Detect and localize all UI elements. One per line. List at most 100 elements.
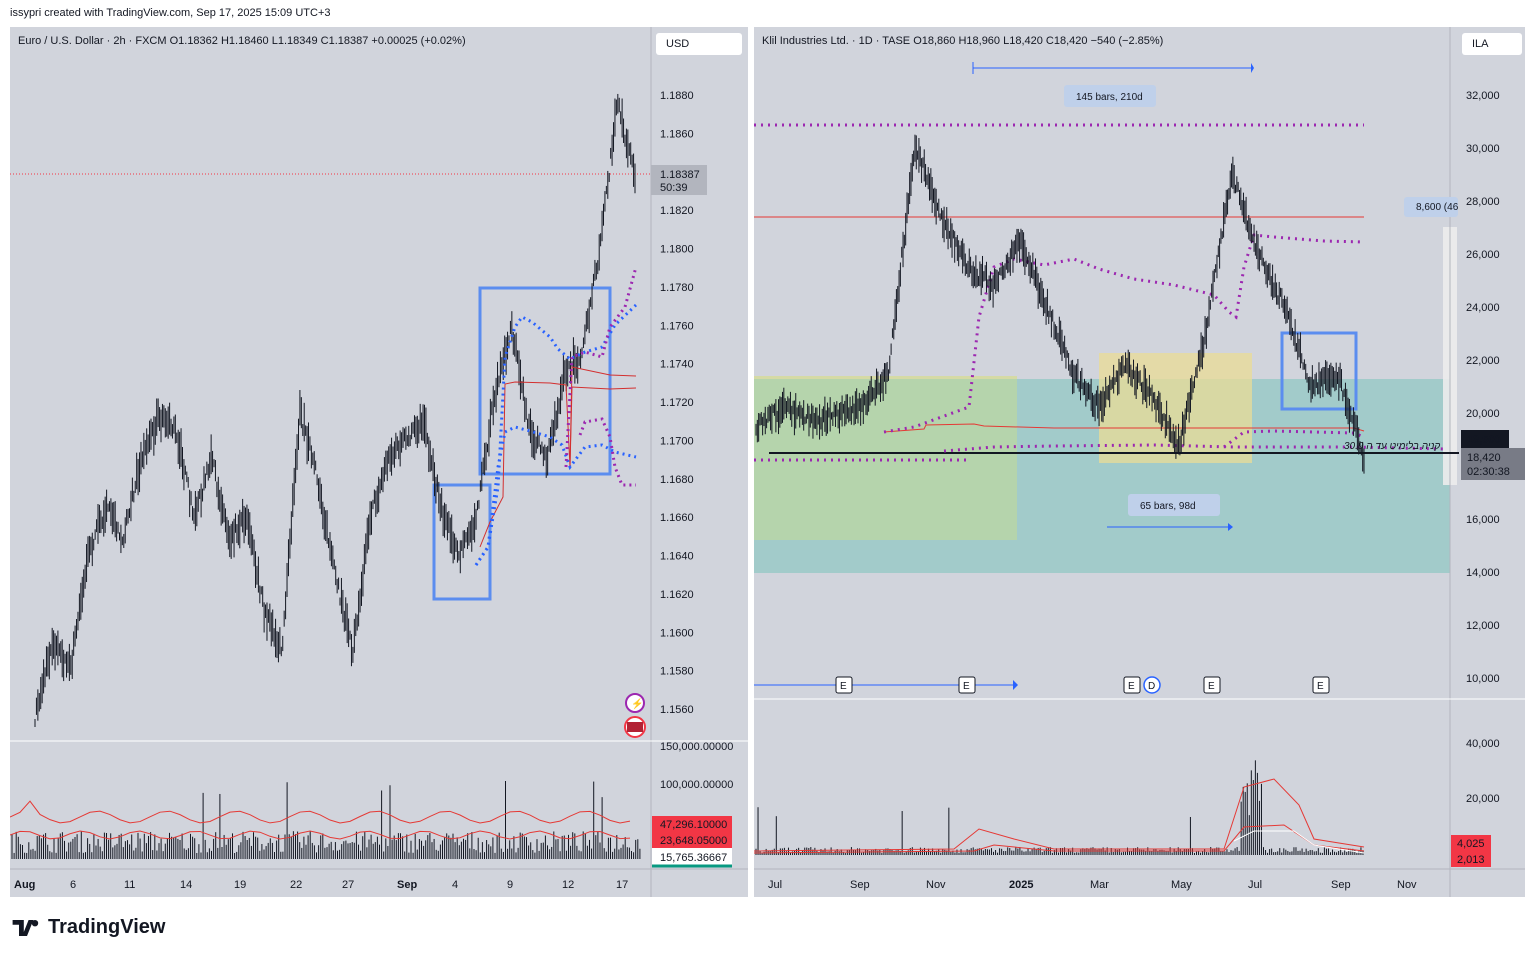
earnings-marker-label: E [963,681,970,692]
volume-ma-lower [10,830,631,840]
x-tick-label: Sep [397,879,417,891]
x-tick-label: Jul [768,879,782,891]
us-flag-stripes [627,722,643,732]
purple-lower-band [578,417,636,487]
y-tick-label: 1.1880 [660,90,694,102]
y-tick-label: 1.1580 [660,666,694,678]
y-tick-label: 1.1860 [660,128,694,140]
volume-ma-upper [10,800,631,824]
volume-label-bg [652,816,732,832]
y-tick-label: 1.1820 [660,205,694,217]
y-tick-label: 1.1620 [660,589,694,601]
price-tag-18420 [1461,448,1525,480]
x-tick-label: 22 [290,879,302,891]
measure-label-bg [1404,197,1458,217]
x-tick-label: 9 [507,879,513,891]
range-arrow-65-head [1228,523,1233,531]
y-tick-label: 10,000 [1466,673,1500,685]
y-tick-label: 1.1740 [660,359,694,371]
earnings-marker [958,676,976,694]
y-tick-label: 1.1660 [660,512,694,524]
x-tick-label: Nov [926,879,946,891]
volume-label-bg [1451,835,1491,851]
volume-tick-label: 40,000 [1466,738,1500,750]
klil-chart-svg[interactable]: 10,00012,00014,00016,00018,00020,00022,0… [754,27,1525,897]
earnings-marker [1203,676,1221,694]
tradingview-logo-icon [12,919,39,936]
y-tick-label: 22,000 [1466,355,1500,367]
y-tick-label: 1.1800 [660,244,694,256]
earnings-marker [1123,676,1141,694]
lower-band [474,425,637,566]
flash-event-glyph: ⚡ [631,697,643,710]
current-price-text: 1.18387 [660,169,700,181]
volume-label-bg [1451,851,1491,867]
range-label-65-bg [1128,494,1220,516]
y-tick-label: 1.1600 [660,627,694,639]
y-tick-label: 1.1780 [660,282,694,294]
volume-label-bg [652,832,732,848]
y-tick-label: 1.1560 [660,704,694,716]
volume-ma-upper [754,778,1365,852]
x-tick-label: 6 [70,879,76,891]
earnings-marker [1312,676,1330,694]
y-tick-label: 12,000 [1466,620,1500,632]
x-tick-label: Sep [1331,879,1351,891]
y-tick-label: 1.1700 [660,435,694,447]
volume-label: 4,025 [1457,838,1485,850]
earnings-marker-label: E [1317,681,1324,692]
countdown-text: 02:30:38 [1467,466,1510,478]
current-price-tag [651,165,707,195]
y-tick-label: 1.1720 [660,397,694,409]
y-tick-label: 30,000 [1466,143,1500,155]
overlap-zone [754,376,1017,540]
consolidation-box [1280,331,1358,411]
klil-chart-panel[interactable]: 10,00012,00014,00016,00018,00020,00022,0… [754,27,1525,897]
price-tag-18420-text: 18,420 [1467,452,1501,464]
eurusd-chart-title: Euro / U.S. Dollar · 2h · FXCM O1.18362 … [18,35,466,47]
x-tick-label: 19 [234,879,246,891]
y-tick-label: 20,000 [1466,408,1500,420]
x-tick-label: 2025 [1009,879,1033,891]
currency-selector-usd[interactable]: USD [656,33,742,55]
y-tick-label: 32,000 [1466,90,1500,102]
consolidation-box-lower [432,483,492,601]
volume-tick-label: 150,000.00000 [660,741,733,753]
countdown-text: 50:39 [660,182,688,194]
eurusd-chart-svg[interactable]: 1.1560 1.1580 1.1600 1.1620 1.1640 1.1660 1.16… [10,27,748,897]
price-tag-18500 [1461,430,1509,448]
purple-support-curve [943,443,1445,453]
x-tick-label: Aug [14,879,35,891]
x-tick-label: Mar [1090,879,1109,891]
eurusd-chart-panel[interactable]: 1.1560 1.1580 1.1600 1.1620 1.1640 1.1660 1.16… [10,27,748,897]
volume-ma-white [1233,830,1365,854]
hebrew-limit-note: קניה בלימיט עד ה 30.9 [1344,440,1440,452]
range-arrow-145-head [1251,63,1254,73]
x-tick-label: 4 [452,879,458,891]
range-label-145: 145 bars, 210d [1076,92,1143,103]
y-tick-label: 16,000 [1466,514,1500,526]
volume-label: 2,013 [1457,854,1485,866]
volume-tick-label: 20,000 [1466,793,1500,805]
y-tick-label: 24,000 [1466,302,1500,314]
currency-selector-ila[interactable]: ILA [1462,33,1522,55]
x-tick-label: Jul [1248,879,1262,891]
y-tick-label: 1.1760 [660,320,694,332]
x-tick-label: 27 [342,879,354,891]
range-label-145-bg [1064,85,1156,107]
flash-event-icon [625,693,645,713]
x-tick-label: 11 [124,879,135,891]
y-tick-label: 26,000 [1466,249,1500,261]
volume-label: 47,296.10000 [660,819,727,831]
earnings-marker-label: E [840,681,847,692]
vwap-line [883,423,1365,433]
tradingview-logo[interactable]: TradingView [12,916,165,939]
header-credit: issypri created with TradingView.com, Se… [10,7,331,19]
earnings-marker [835,676,853,694]
price-tag-18500-text: 18,500 [1467,434,1501,446]
consolidation-box-upper [478,286,612,476]
x-tick-label: 17 [616,879,628,891]
earnings-marker-label: E [1208,681,1215,692]
upper-band [474,303,638,566]
range-label-65: 65 bars, 98d [1140,501,1196,512]
